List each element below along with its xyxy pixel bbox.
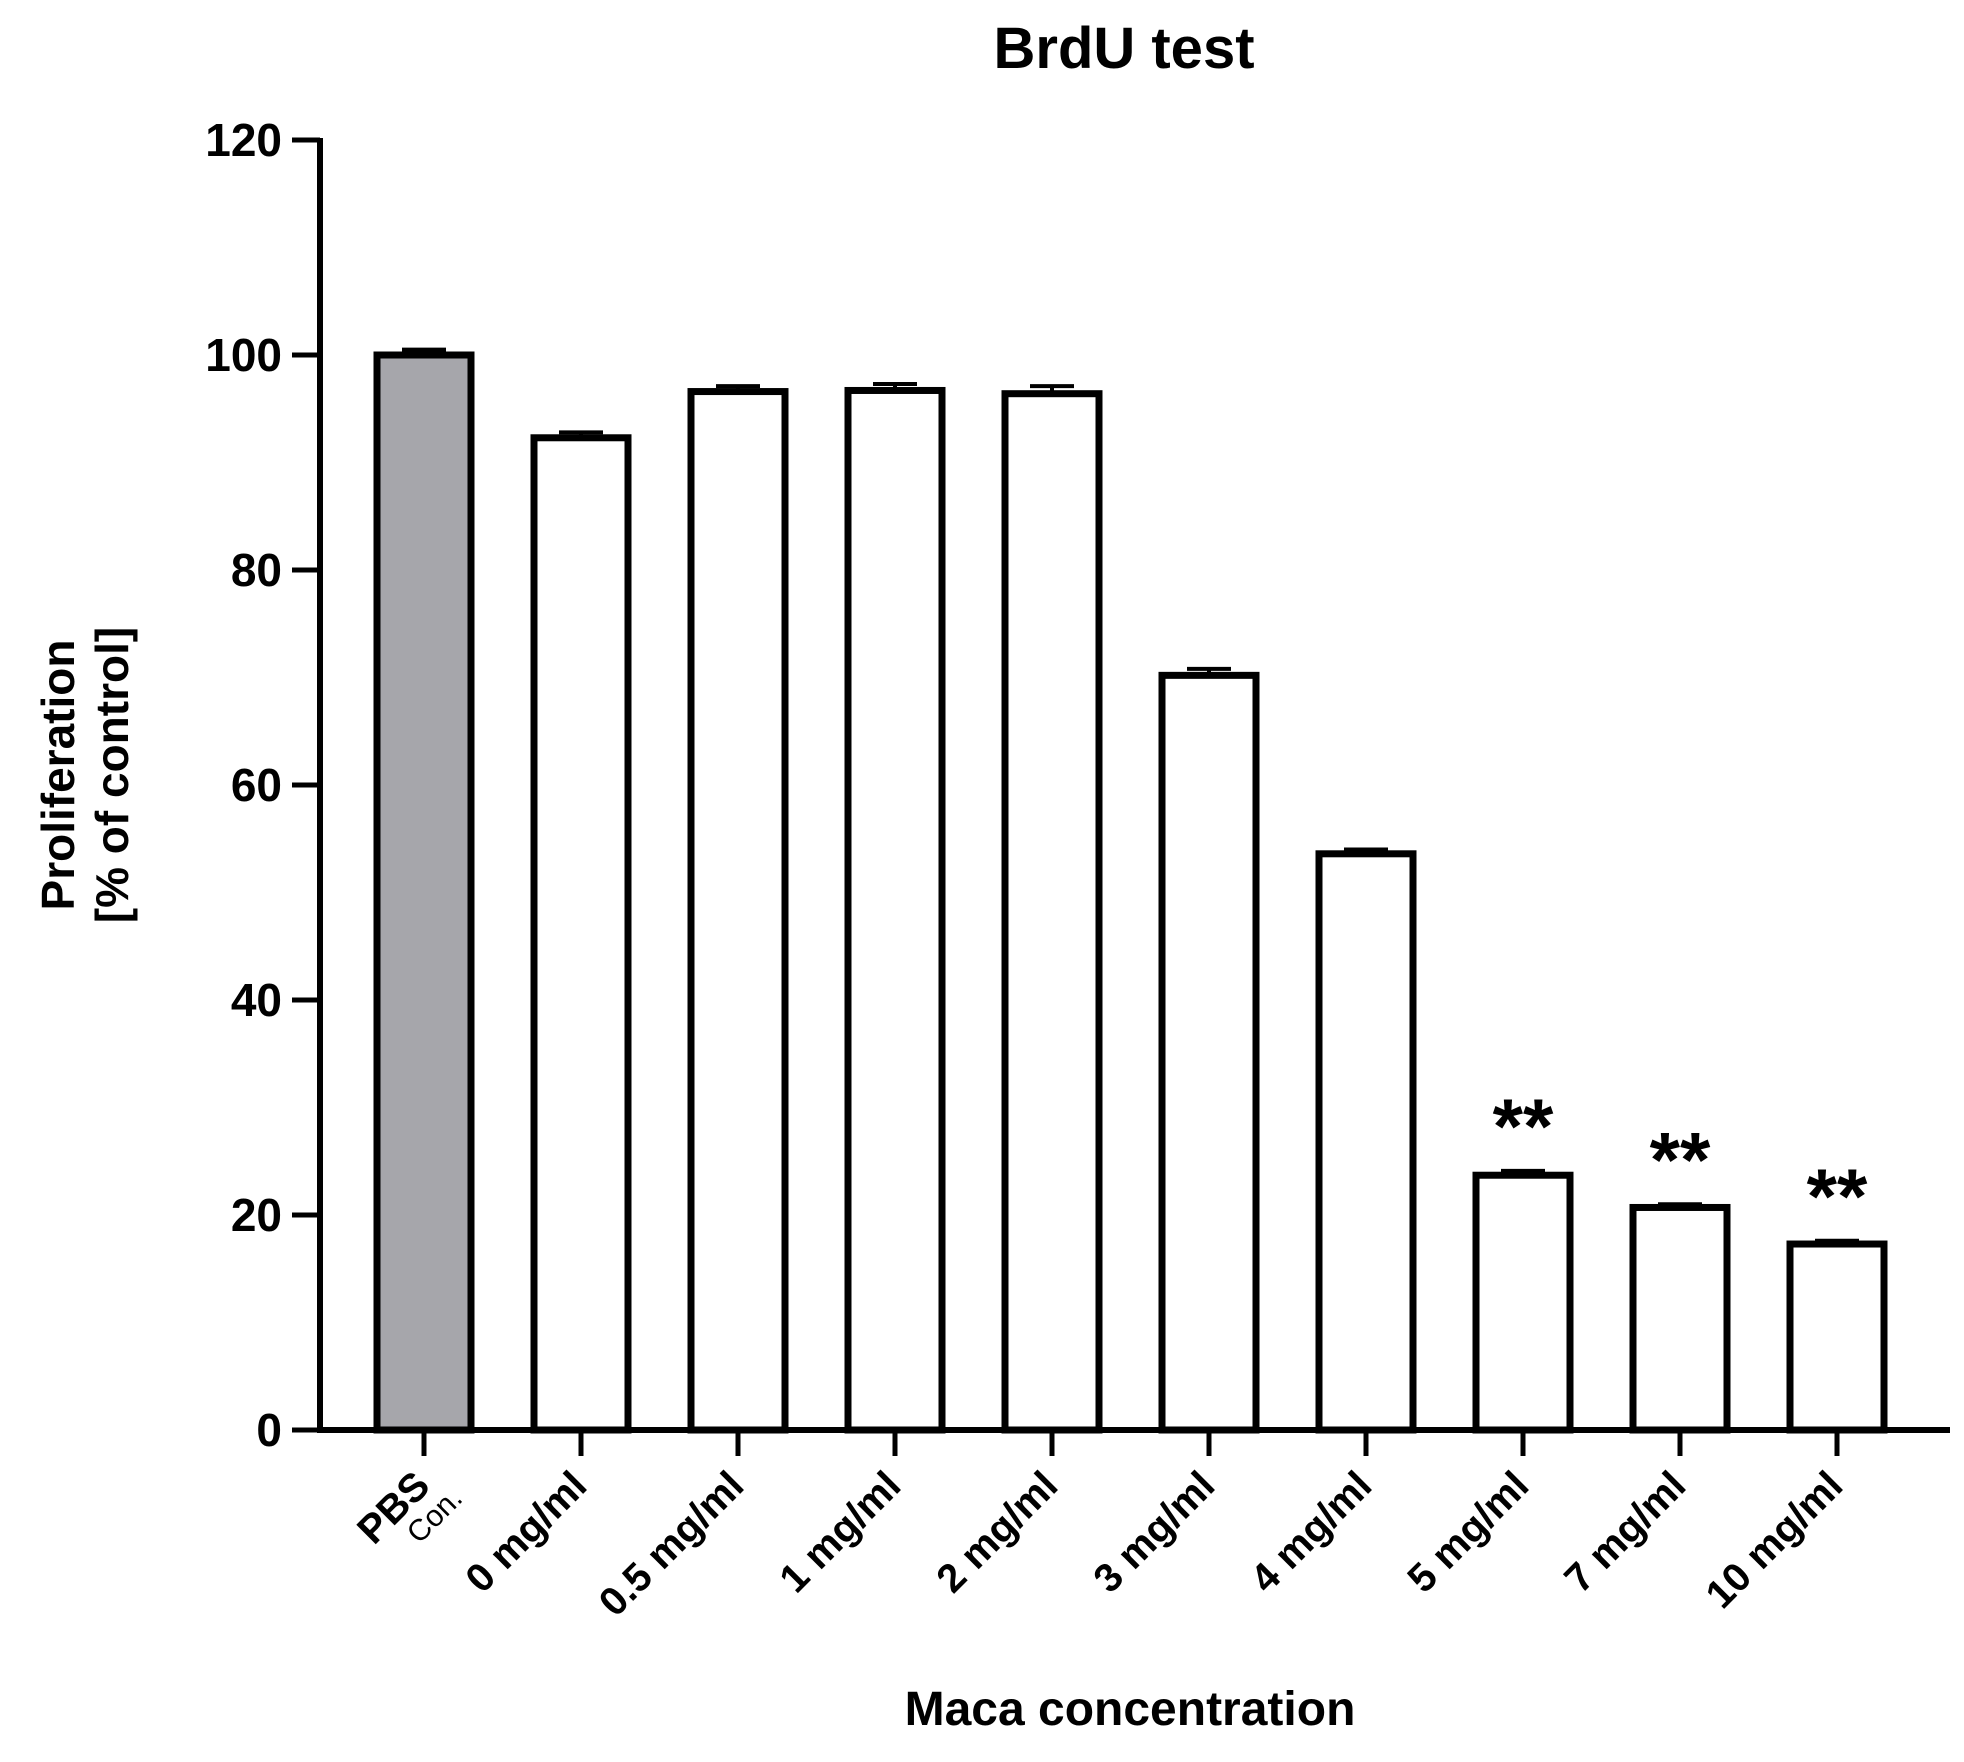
y-axis-label-line2: [% of control] — [86, 627, 138, 923]
significance-marker: ** — [1493, 1082, 1554, 1170]
bar — [1001, 390, 1103, 1434]
y-tick-label: 120 — [205, 114, 282, 166]
x-tick-label: 0 mg/ml — [457, 1463, 595, 1601]
chart-title: BrdU test — [993, 16, 1254, 81]
bar — [530, 434, 632, 1434]
y-tick-label: 40 — [231, 974, 282, 1026]
y-axis-label: Proliferation [% of control] — [32, 627, 138, 923]
y-tick-label: 60 — [231, 759, 282, 811]
y-axis-label-line1: Proliferation — [32, 640, 84, 911]
bar — [687, 388, 789, 1434]
x-tick-label: 7 mg/ml — [1556, 1463, 1694, 1601]
bar — [1472, 1171, 1574, 1434]
x-tick-label: 4 mg/ml — [1242, 1463, 1380, 1601]
x-tick-label: 3 mg/ml — [1085, 1463, 1223, 1601]
significance-marker: ** — [1650, 1115, 1711, 1203]
y-tick-label: 100 — [205, 329, 282, 381]
bar — [844, 386, 946, 1434]
x-tick-label: 5 mg/ml — [1399, 1463, 1537, 1601]
bar — [373, 351, 475, 1434]
bar — [1158, 671, 1260, 1434]
bar — [1315, 850, 1417, 1434]
significance-marker: ** — [1807, 1152, 1868, 1240]
y-tick-label: 0 — [256, 1404, 282, 1456]
x-axis-label: Maca concentration — [905, 1683, 1356, 1736]
y-tick-label: 80 — [231, 544, 282, 596]
bar — [1629, 1203, 1731, 1434]
x-tick-label: 0.5 mg/ml — [591, 1463, 753, 1625]
x-tick-label: 10 mg/ml — [1698, 1463, 1852, 1617]
x-tick-label: 2 mg/ml — [928, 1463, 1066, 1601]
bar — [1786, 1240, 1888, 1434]
x-tick-label: 1 mg/ml — [771, 1463, 909, 1601]
y-tick-label: 20 — [231, 1189, 282, 1241]
